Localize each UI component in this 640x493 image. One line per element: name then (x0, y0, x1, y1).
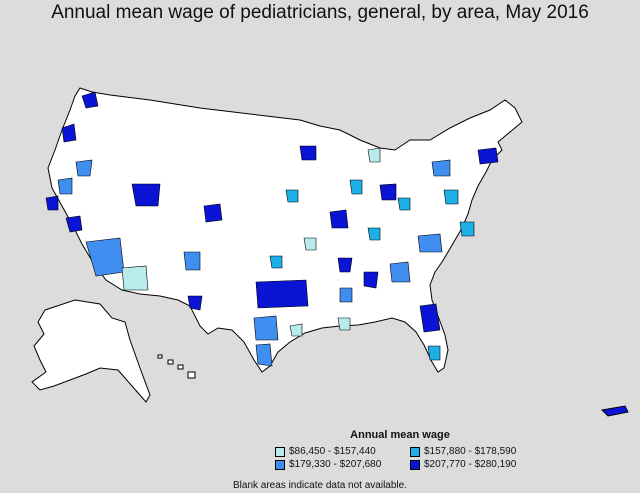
area-light (121, 265, 149, 291)
legend-swatch (410, 446, 420, 457)
area-blue (431, 159, 451, 177)
wage-areas (45, 91, 499, 367)
area-dark (477, 147, 499, 165)
area-blue (417, 233, 443, 253)
area-dark (255, 279, 309, 309)
area-dark (61, 123, 77, 143)
area-blue (57, 177, 73, 195)
area-light (303, 237, 317, 251)
legend-swatch (410, 459, 420, 470)
legend-label: $157,880 - $178,590 (424, 446, 517, 457)
legend-label: $207,770 - $280,190 (424, 459, 517, 470)
legend-item: $157,880 - $178,590 (410, 446, 516, 457)
hawaii (157, 354, 196, 379)
area-blue (253, 315, 279, 341)
legend-label: $86,450 - $157,440 (289, 446, 376, 457)
area-dark (299, 145, 317, 161)
legend-label: $179,330 - $207,680 (289, 459, 382, 470)
area-dark (45, 195, 59, 211)
area-cyan (269, 255, 283, 269)
legend-swatch (275, 446, 285, 457)
area-dark (65, 215, 83, 233)
legend-item: $179,330 - $207,680 (275, 459, 381, 470)
alaska (31, 299, 151, 403)
legend-item: $207,770 - $280,190 (410, 459, 516, 470)
legend-item: $86,450 - $157,440 (275, 446, 376, 457)
area-dark (81, 91, 99, 109)
area-cyan (367, 227, 381, 241)
puerto-rico (600, 405, 629, 417)
area-dark (419, 303, 441, 333)
area-light (367, 147, 381, 163)
legend-swatch (275, 459, 285, 470)
legend-title: Annual mean wage (350, 429, 450, 441)
area-dark (363, 271, 379, 289)
area-cyan (397, 197, 411, 211)
area-cyan (285, 189, 299, 203)
area-dark (329, 209, 349, 229)
area-cyan (349, 179, 363, 195)
area-dark (337, 257, 353, 273)
us-mainland (47, 87, 523, 373)
area-cyan (443, 189, 459, 205)
area-dark (203, 203, 223, 223)
area-light (337, 317, 351, 331)
area-light (289, 323, 303, 337)
area-blue (389, 261, 411, 283)
area-cyan (459, 221, 475, 237)
footnote: Blank areas indicate data not available. (232, 480, 407, 491)
area-blue (85, 237, 125, 277)
area-blue (255, 343, 273, 367)
area-blue (75, 159, 93, 177)
map-title: Annual mean wage of pediatricians, gener… (51, 2, 589, 23)
area-dark (131, 183, 161, 207)
area-cyan (427, 345, 441, 361)
area-dark (379, 183, 397, 201)
area-blue (183, 251, 201, 271)
area-dark (187, 295, 203, 311)
area-blue (339, 287, 353, 303)
